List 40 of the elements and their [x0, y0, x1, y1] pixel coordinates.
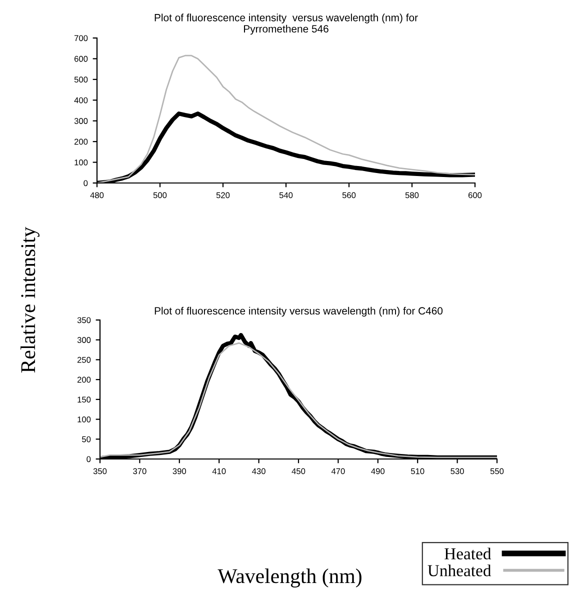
x-tick-label: 370: [133, 468, 146, 474]
x-tick-label: 530: [450, 468, 464, 474]
y-tick-label: 350: [77, 317, 91, 324]
x-tick-label: 490: [371, 468, 385, 474]
x-tick-label: 430: [252, 468, 266, 474]
y-tick-label: 50: [82, 436, 91, 442]
x-tick-label: 560: [342, 192, 356, 198]
x-tick-label: 510: [410, 468, 424, 474]
y-tick-label: 250: [77, 356, 91, 363]
x-tick-label: 350: [93, 468, 107, 474]
x-axis-title: Wavelength (nm): [218, 568, 362, 588]
y-tick-label: 0: [86, 456, 91, 462]
legend-label: Unheated: [428, 564, 492, 576]
y-tick-label: 200: [74, 138, 88, 145]
y-tick-label: 100: [74, 159, 88, 166]
y-tick-label: 700: [74, 35, 88, 42]
x-tick-label: 450: [292, 468, 306, 474]
x-tick-label: 410: [212, 468, 226, 474]
x-tick-label: 540: [279, 192, 293, 198]
x-tick-label: 470: [331, 468, 345, 474]
x-tick-label: 520: [216, 192, 230, 198]
chart-title: Plot of fluorescence intensity versus wavelength (nm) for C460: [154, 306, 443, 317]
x-tick-label: 500: [153, 192, 167, 198]
y-axis-title: Relative intensity: [20, 226, 40, 373]
y-tick-label: 300: [77, 337, 91, 343]
y-tick-label: 100: [78, 416, 91, 422]
y-tick-label: 600: [74, 56, 88, 62]
y-tick-label: 0: [84, 180, 88, 186]
y-tick-label: 500: [74, 76, 88, 83]
y-tick-label: 150: [78, 396, 91, 403]
x-tick-label: 390: [172, 468, 186, 474]
y-tick-label: 200: [77, 376, 91, 383]
x-tick-label: 580: [405, 192, 419, 198]
x-tick-label: 550: [490, 468, 504, 474]
x-tick-label: 600: [468, 192, 482, 198]
legend-label: Heated: [444, 548, 492, 560]
y-tick-label: 300: [74, 118, 88, 124]
chart-title: Plot of fluorescence intensity versus wavelength (nm) for Pyrromethene 546: [154, 14, 418, 35]
y-tick-label: 400: [74, 97, 88, 104]
x-tick-label: 480: [90, 192, 104, 198]
